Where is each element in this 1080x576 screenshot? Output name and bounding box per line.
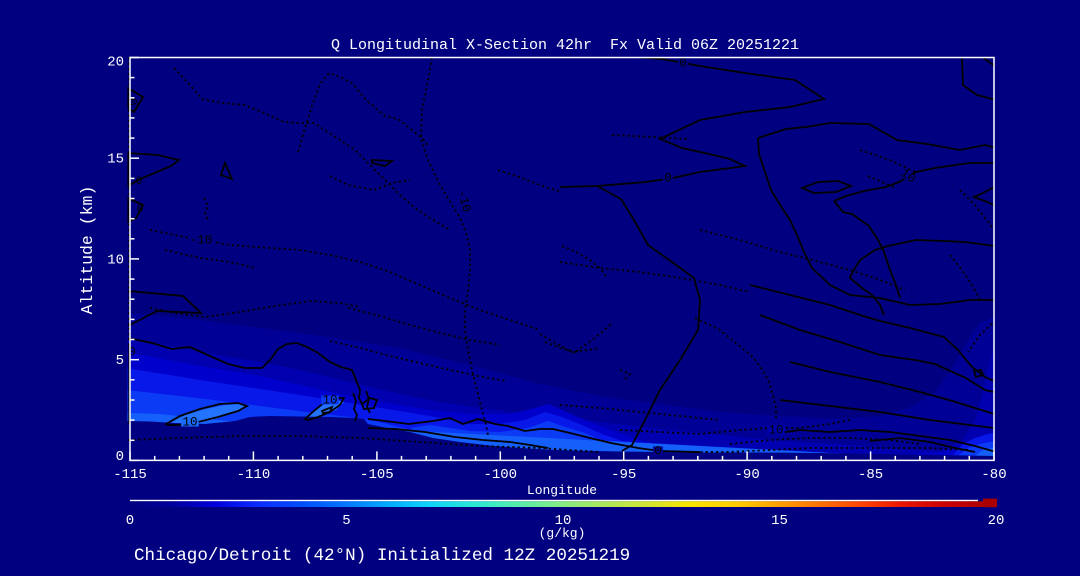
svg-text:Chicago/Detroit (42°N) Initial: Chicago/Detroit (42°N) Initialized 12Z 2… xyxy=(134,546,630,566)
svg-text:-115: -115 xyxy=(113,467,147,483)
svg-text:0: 0 xyxy=(124,97,139,108)
svg-text:-10: -10 xyxy=(454,188,473,213)
svg-text:10: 10 xyxy=(768,423,783,437)
svg-text:-85: -85 xyxy=(858,467,883,483)
svg-text:10: 10 xyxy=(107,252,124,268)
svg-text:0: 0 xyxy=(116,449,124,465)
svg-text:0: 0 xyxy=(136,176,143,188)
svg-text:-100: -100 xyxy=(483,467,517,483)
svg-text:0: 0 xyxy=(137,204,144,216)
svg-text:0: 0 xyxy=(664,171,672,185)
svg-text:5: 5 xyxy=(342,513,350,529)
svg-text:-10: -10 xyxy=(190,233,213,247)
svg-text:0: 0 xyxy=(654,444,662,458)
svg-text:-95: -95 xyxy=(611,467,636,483)
svg-text:10: 10 xyxy=(322,393,337,407)
svg-text:-110: -110 xyxy=(237,467,271,483)
svg-text:10: 10 xyxy=(555,513,572,529)
svg-text:Q Longitudinal X-Section 42hr: Q Longitudinal X-Section 42hr Fx Valid 0… xyxy=(331,37,799,54)
svg-text:15: 15 xyxy=(107,152,124,168)
svg-text:(g/kg): (g/kg) xyxy=(539,526,586,541)
svg-text:20: 20 xyxy=(107,55,124,71)
svg-text:-80: -80 xyxy=(981,467,1006,483)
svg-text:10: 10 xyxy=(182,415,197,429)
svg-text:-105: -105 xyxy=(360,467,394,483)
svg-text:0: 0 xyxy=(128,345,136,359)
svg-text:0: 0 xyxy=(679,56,687,70)
svg-text:15: 15 xyxy=(771,513,788,529)
svg-text:-90: -90 xyxy=(735,467,760,483)
svg-text:Altitude (km): Altitude (km) xyxy=(78,186,97,315)
svg-text:20: 20 xyxy=(988,513,1005,529)
svg-text:0: 0 xyxy=(126,513,134,529)
svg-text:5: 5 xyxy=(116,353,124,369)
svg-text:Longitude: Longitude xyxy=(527,483,597,498)
